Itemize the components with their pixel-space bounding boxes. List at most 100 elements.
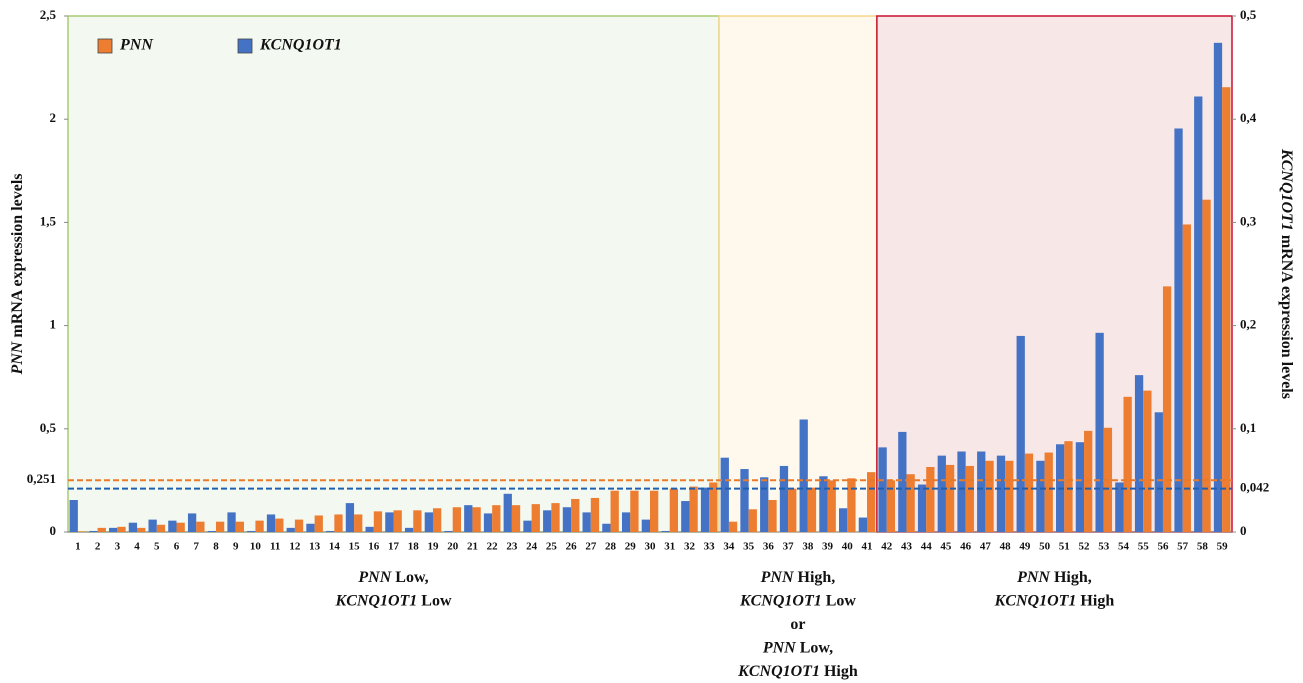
y-tick-label: 1 bbox=[50, 317, 57, 332]
x-tick-label: 10 bbox=[250, 541, 262, 553]
bar bbox=[148, 519, 157, 532]
bar bbox=[531, 504, 540, 532]
bar bbox=[286, 527, 295, 532]
bar bbox=[610, 490, 619, 532]
bar bbox=[365, 526, 374, 532]
bar bbox=[788, 488, 797, 532]
bar bbox=[483, 513, 493, 532]
bar bbox=[630, 490, 639, 532]
y2-axis-title-part: mRNA expression levels bbox=[1278, 231, 1295, 399]
x-tick-label: 47 bbox=[980, 541, 992, 553]
bar bbox=[760, 477, 769, 532]
bar bbox=[207, 530, 216, 532]
x-tick-label: 52 bbox=[1079, 541, 1091, 553]
y-tick-label: 2,5 bbox=[40, 7, 57, 22]
group-label-part: KCNQ1OT1 bbox=[994, 592, 1077, 609]
x-tick-label: 11 bbox=[270, 541, 280, 553]
regions bbox=[67, 15, 1233, 533]
x-tick-label: 58 bbox=[1197, 541, 1209, 553]
x-tick-label: 29 bbox=[625, 541, 637, 553]
x-tick-label: 12 bbox=[289, 541, 301, 553]
bar bbox=[326, 530, 335, 532]
bar bbox=[621, 512, 631, 532]
x-tick-label: 3 bbox=[115, 541, 121, 553]
x-tick-label: 39 bbox=[822, 541, 834, 553]
bar bbox=[128, 522, 138, 532]
bar bbox=[709, 482, 718, 532]
x-tick-label: 15 bbox=[349, 541, 361, 553]
bar bbox=[156, 524, 166, 532]
bar bbox=[996, 455, 1006, 532]
group-label-part: Low, bbox=[796, 639, 833, 656]
bar bbox=[728, 521, 738, 532]
bar bbox=[819, 476, 828, 532]
x-tick-label: 31 bbox=[664, 541, 675, 553]
y2-tick-label: 0 bbox=[1240, 523, 1247, 538]
x-tick-label: 4 bbox=[134, 541, 140, 553]
bar bbox=[1044, 452, 1053, 532]
bar bbox=[294, 519, 304, 532]
bar bbox=[255, 520, 264, 532]
bar bbox=[748, 509, 757, 532]
bar bbox=[275, 518, 284, 532]
bar bbox=[69, 500, 78, 532]
group-label: KCNQ1OT1 Low bbox=[739, 592, 856, 609]
bar bbox=[1174, 128, 1183, 532]
bar bbox=[413, 510, 422, 532]
group-label-part: Low, bbox=[391, 569, 428, 586]
x-tick-label: 40 bbox=[842, 541, 854, 553]
bar bbox=[168, 520, 177, 532]
bar bbox=[511, 505, 521, 532]
bar bbox=[97, 527, 106, 532]
y-tick-label: 0,5 bbox=[40, 420, 57, 435]
bar bbox=[641, 519, 650, 532]
x-tick-label: 2 bbox=[95, 541, 101, 553]
bar bbox=[898, 431, 907, 532]
group-label-part: Low bbox=[822, 592, 857, 609]
bar bbox=[1134, 375, 1144, 532]
bar bbox=[137, 527, 146, 532]
bar bbox=[799, 419, 808, 532]
group-label-part: or bbox=[790, 616, 805, 633]
bar bbox=[650, 490, 659, 532]
region bbox=[718, 15, 878, 533]
bar bbox=[404, 527, 414, 532]
group-label-part: KCNQ1OT1 bbox=[739, 592, 822, 609]
bar bbox=[373, 511, 383, 532]
bar bbox=[89, 530, 98, 532]
bar bbox=[847, 478, 856, 532]
x-tick-label: 27 bbox=[585, 541, 597, 553]
x-tick-label: 14 bbox=[329, 541, 341, 553]
bar bbox=[1162, 286, 1172, 532]
bar bbox=[492, 505, 501, 532]
group-label: or bbox=[790, 616, 805, 633]
x-tick-label: 17 bbox=[388, 541, 400, 553]
threshold-label: 0,251 bbox=[27, 471, 56, 486]
bar bbox=[571, 498, 580, 532]
y2-tick-label: 0,2 bbox=[1240, 317, 1256, 332]
x-tick-label: 44 bbox=[921, 541, 933, 553]
x-tick-label: 8 bbox=[213, 541, 219, 553]
y2-axis-title: KCNQ1OT1 mRNA expression levels bbox=[1278, 148, 1295, 399]
annotations: PNN Low, KCNQ1OT1 Low PNN High, KCNQ1OT1 Lo… bbox=[9, 7, 1296, 680]
group-label-part: High bbox=[820, 663, 858, 680]
bar bbox=[839, 508, 848, 532]
y2-axis-title-part: KCNQ1OT1 bbox=[1278, 148, 1295, 231]
x-tick-label: 38 bbox=[802, 541, 814, 553]
x-tick-label: 20 bbox=[447, 541, 459, 553]
x-tick-label: 50 bbox=[1039, 541, 1051, 553]
x-tick-label: 5 bbox=[154, 541, 160, 553]
bar bbox=[464, 505, 473, 532]
x-tick-label: 23 bbox=[506, 541, 518, 553]
bar bbox=[266, 514, 276, 532]
bar bbox=[187, 513, 197, 532]
bar bbox=[590, 497, 600, 532]
bar bbox=[77, 531, 87, 532]
bar bbox=[523, 520, 532, 532]
bar bbox=[215, 521, 225, 532]
bar bbox=[452, 507, 461, 532]
region bbox=[876, 15, 1233, 533]
bar bbox=[314, 515, 323, 532]
group-label-part: High bbox=[1076, 592, 1114, 609]
